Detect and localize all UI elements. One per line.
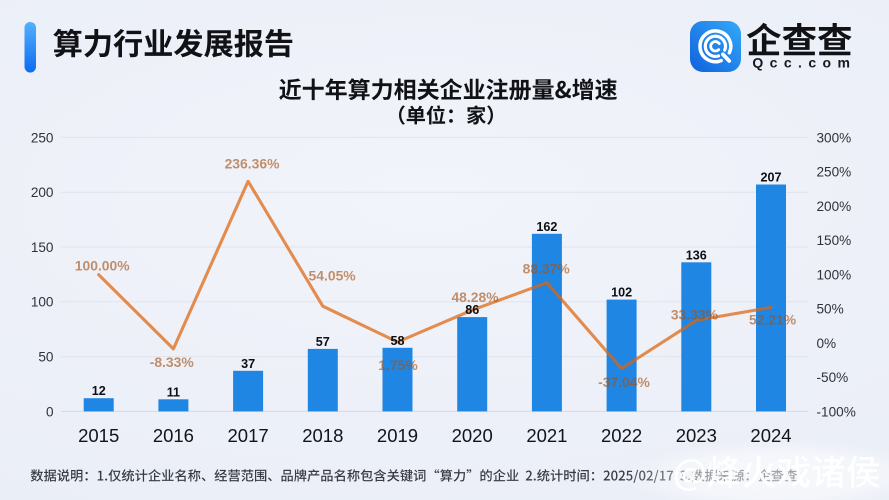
svg-text:33.33%: 33.33%	[671, 307, 718, 323]
svg-text:236.36%: 236.36%	[225, 156, 280, 172]
svg-text:2016: 2016	[153, 425, 194, 446]
svg-text:100%: 100%	[817, 267, 852, 282]
svg-text:102: 102	[611, 286, 632, 300]
svg-text:200: 200	[31, 185, 54, 200]
svg-text:2021: 2021	[526, 425, 567, 446]
svg-text:86: 86	[465, 303, 479, 317]
svg-text:48.28%: 48.28%	[451, 289, 498, 305]
svg-text:-8.33%: -8.33%	[150, 354, 194, 370]
svg-text:0: 0	[46, 404, 54, 419]
svg-text:2017: 2017	[228, 425, 269, 446]
svg-text:2019: 2019	[377, 425, 418, 446]
svg-text:150%: 150%	[817, 233, 852, 248]
svg-text:52.21%: 52.21%	[749, 311, 796, 327]
svg-text:12: 12	[92, 384, 106, 398]
svg-text:250%: 250%	[817, 165, 852, 180]
svg-text:-100%: -100%	[817, 404, 856, 419]
svg-text:300%: 300%	[817, 130, 852, 145]
svg-text:1.75%: 1.75%	[378, 357, 417, 373]
svg-text:207: 207	[760, 171, 781, 185]
svg-text:100.00%: 100.00%	[75, 258, 130, 274]
svg-text:11: 11	[167, 385, 180, 399]
svg-text:50%: 50%	[817, 302, 844, 317]
svg-text:100: 100	[31, 295, 54, 310]
svg-text:0%: 0%	[817, 336, 837, 351]
svg-text:136: 136	[686, 248, 707, 262]
svg-text:2023: 2023	[676, 425, 717, 446]
svg-text:2015: 2015	[78, 425, 119, 446]
svg-text:150: 150	[31, 240, 54, 255]
svg-text:200%: 200%	[817, 199, 852, 214]
svg-text:88.37%: 88.37%	[523, 261, 570, 277]
svg-text:37: 37	[241, 357, 255, 371]
svg-text:2018: 2018	[302, 425, 343, 446]
svg-text:2020: 2020	[452, 425, 493, 446]
svg-text:Qcc.com: Qcc.com	[752, 55, 850, 71]
svg-text:50: 50	[38, 350, 54, 365]
svg-text:58: 58	[390, 334, 404, 348]
svg-text:250: 250	[31, 130, 54, 145]
svg-text:2022: 2022	[601, 425, 642, 446]
svg-text:54.05%: 54.05%	[309, 267, 356, 283]
svg-text:57: 57	[316, 335, 330, 349]
svg-text:162: 162	[536, 220, 557, 234]
svg-text:-37.04%: -37.04%	[598, 374, 650, 390]
svg-text:-50%: -50%	[817, 370, 849, 385]
